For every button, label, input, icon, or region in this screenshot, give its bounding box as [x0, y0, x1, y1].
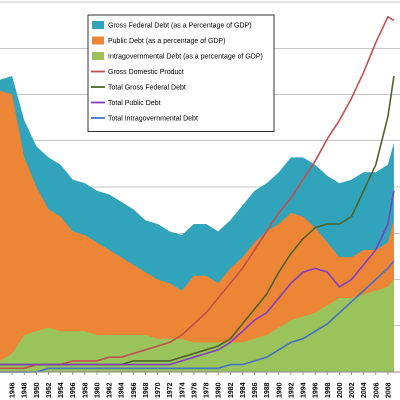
x-tick-label: 2002: [349, 382, 356, 398]
x-tick-label: 2008: [385, 382, 392, 398]
x-tick-label: 1976: [191, 382, 198, 398]
line-series-1: [0, 15, 395, 370]
x-tick-label: 1946: [10, 382, 17, 398]
x-tick-label: 1996: [313, 382, 320, 398]
x-tick-label: 1994: [301, 382, 308, 398]
x-tick-label: 2004: [361, 382, 368, 398]
x-tick-label: 2000: [337, 382, 344, 398]
legend-label: Public Debt (as a percentage of GDP): [108, 38, 226, 45]
x-tick-label: 1948: [22, 382, 29, 398]
area-series: [0, 76, 394, 373]
x-tick-label: 1956: [70, 382, 77, 398]
x-tick-label: 1980: [216, 382, 223, 398]
legend: Gross Federal Debt (as a Percentage of G…: [87, 14, 275, 132]
x-tick-label: 1984: [240, 382, 247, 398]
line-series-4: [0, 260, 395, 373]
x-tick-label: 2006: [373, 382, 380, 398]
legend-label: Gross Federal Debt (as a Percentage of G…: [108, 23, 252, 30]
x-tick-label: 1978: [204, 382, 211, 398]
x-tick-label: 1954: [58, 382, 65, 398]
line-series-3: [0, 190, 395, 366]
x-tick-label: 1970: [155, 382, 162, 398]
x-tick-label: 1952: [46, 382, 53, 398]
area-series-3: [0, 279, 394, 372]
x-tick-label: 1988: [264, 382, 271, 398]
legend-swatch: [92, 52, 104, 60]
legend-label: Total Gross Federal Debt: [108, 85, 186, 92]
legend-swatch: [92, 21, 104, 29]
area-series-2: [0, 90, 394, 373]
x-tick-label: 1962: [107, 382, 114, 398]
x-tick-label: 1998: [325, 382, 332, 398]
x-tick-label: 1960: [94, 382, 101, 398]
x-tick-label: 1974: [179, 382, 186, 398]
x-tick-label: 1982: [228, 382, 235, 398]
legend-label: Total Public Debt: [108, 100, 161, 107]
x-tick-label: 1992: [288, 382, 295, 398]
legend-label: Gross Domestic Product: [108, 69, 184, 76]
x-tick-labels: 1946 1948 1950 1952 1954 1956 1958 1960 1962 1964…: [10, 372, 392, 398]
legend-box: [87, 14, 275, 132]
legend-swatch: [92, 36, 104, 45]
line-series: [0, 15, 395, 373]
x-tick-label: 1968: [143, 382, 150, 398]
x-tick-label: 1950: [34, 382, 41, 398]
x-tick-label: 1986: [252, 382, 259, 398]
x-tick-label: 1990: [276, 382, 283, 398]
legend-label: Total Intragovernmental Debt: [108, 116, 198, 123]
x-tick-label: 1958: [82, 382, 89, 398]
x-tick-label: 1966: [131, 382, 138, 398]
x-tick-label: 1972: [167, 382, 174, 398]
x-tick-label: 1964: [119, 382, 126, 398]
legend-label: Intragovernmental Debt (as a percentage …: [108, 54, 263, 61]
